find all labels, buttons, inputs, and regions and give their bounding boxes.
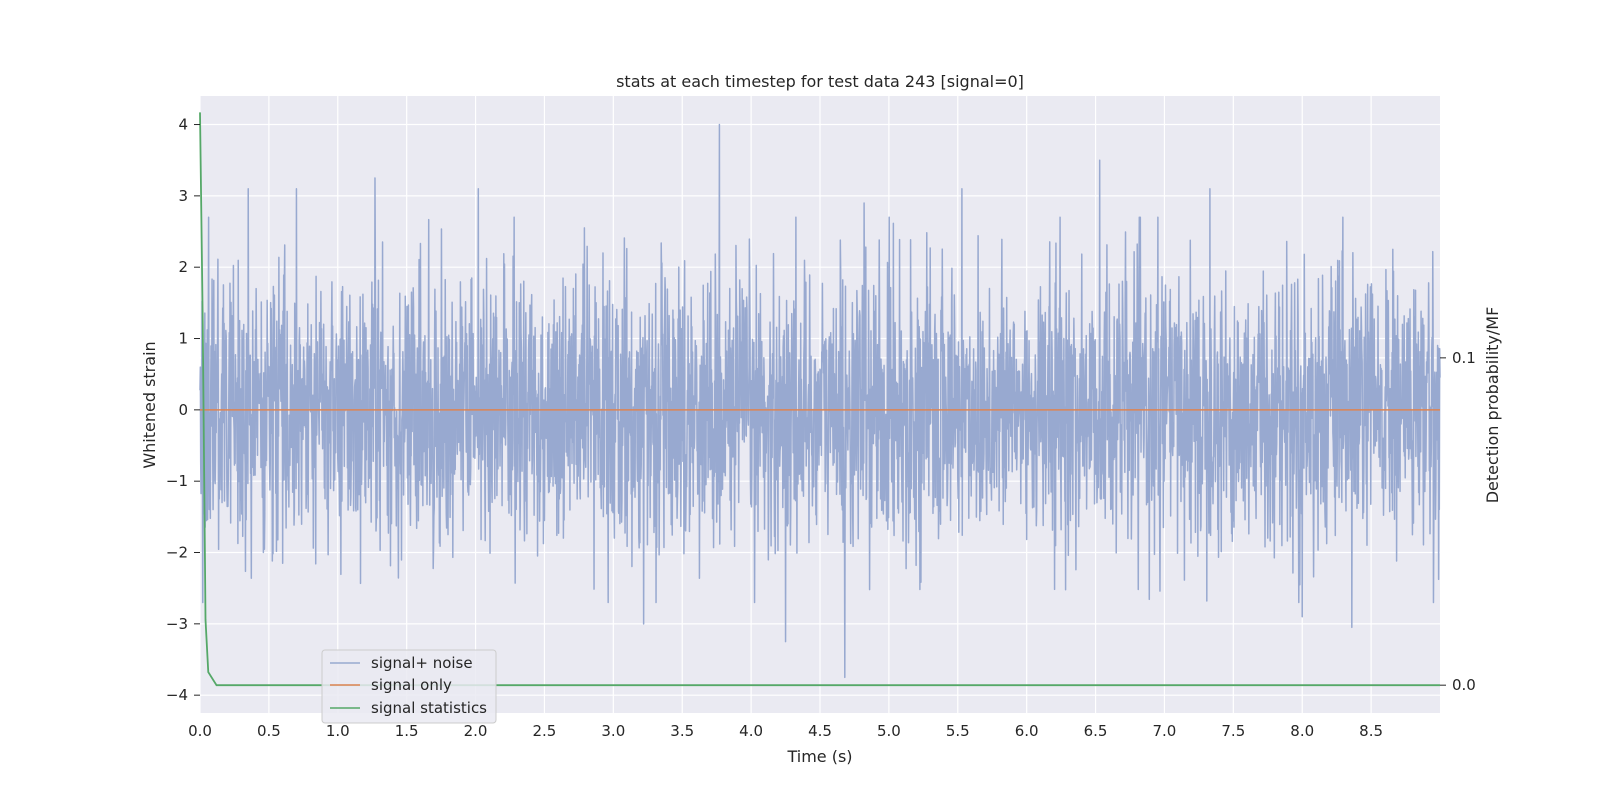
x-axis: 0.0 0.5 1.0 1.5 2.0 2.5 3.0 3.5 4.0 4.5 5.0 5.5 6.0 6…: [188, 722, 1383, 740]
y2-axis-label: Detection probability/MF: [1483, 307, 1502, 504]
legend-label-signal-statistics: signal statistics: [371, 699, 487, 717]
y2-tick-label: 0.1: [1452, 349, 1476, 367]
x-tick-label: 6.5: [1084, 722, 1108, 740]
x-tick-label: 0.5: [257, 722, 281, 740]
x-tick-label: 2.5: [533, 722, 557, 740]
legend-box: [321, 649, 497, 724]
x-tick-label: 6.0: [1015, 722, 1039, 740]
y-tick-label: 4: [178, 116, 188, 134]
y-tick-label: −2: [166, 544, 188, 562]
y-tick-label: 1: [178, 330, 188, 348]
x-tick-label: 4.5: [808, 722, 832, 740]
x-tick-label: 1.5: [395, 722, 419, 740]
y2-axis: 0.1 0.0: [1440, 349, 1476, 694]
legend: signal+ noise signal only signal statist…: [321, 649, 497, 724]
x-tick-label: 8.5: [1359, 722, 1383, 740]
x-tick-label: 3.0: [601, 722, 625, 740]
y-tick-label: −1: [166, 472, 188, 490]
x-tick-label: 1.0: [326, 722, 350, 740]
chart-title: stats at each timestep for test data 243…: [616, 72, 1024, 91]
y-tick-label: 3: [178, 187, 188, 205]
y-tick-label: −3: [166, 615, 188, 633]
x-tick-label: 2.0: [464, 722, 488, 740]
x-tick-label: 5.5: [946, 722, 970, 740]
x-axis-label: Time (s): [786, 747, 852, 766]
x-tick-label: 8.0: [1290, 722, 1314, 740]
x-tick-label: 7.0: [1153, 722, 1177, 740]
x-tick-label: 7.5: [1221, 722, 1245, 740]
x-tick-label: 0.0: [188, 722, 212, 740]
x-tick-label: 3.5: [670, 722, 694, 740]
y-tick-label: 2: [178, 258, 188, 276]
y-tick-label: 0: [178, 401, 188, 419]
x-tick-label: 5.0: [877, 722, 901, 740]
x-tick-label: 4.0: [739, 722, 763, 740]
y-axis: 4 3 2 1 0 −1 −2 −3 −4: [166, 116, 200, 704]
legend-label-signal-only: signal only: [371, 676, 452, 694]
y-axis-label: Whitened strain: [140, 341, 159, 468]
legend-label-signal-noise: signal+ noise: [371, 654, 473, 672]
y-tick-label: −4: [166, 686, 188, 704]
y2-tick-label: 0.0: [1452, 676, 1476, 694]
